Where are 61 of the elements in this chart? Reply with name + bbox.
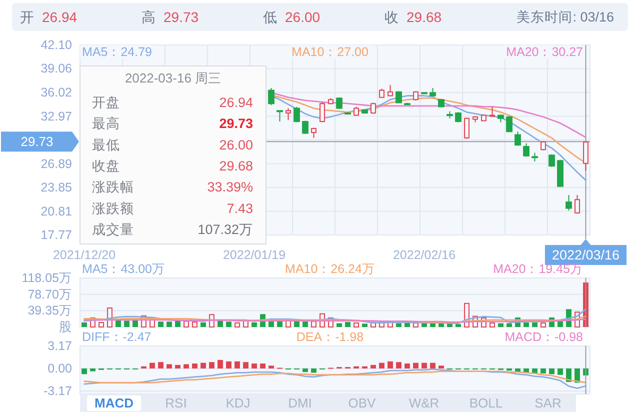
y-tick-label: 32.97 bbox=[40, 109, 72, 124]
x-tick-label: 2021/12/20 bbox=[52, 248, 116, 262]
series-label: MACD：-0.98 bbox=[504, 330, 584, 344]
annotation: 29.68 bbox=[219, 158, 253, 174]
text: 美东时间: 03/16 bbox=[516, 10, 614, 24]
y-tick-label: 股 bbox=[59, 320, 72, 334]
text: KDJ bbox=[226, 396, 250, 410]
y-tick-label: 20.81 bbox=[40, 204, 72, 218]
y-tick-label: 0.00 bbox=[48, 361, 72, 376]
annotation: 26.94 bbox=[219, 95, 254, 110]
text: MA5：43.00万 bbox=[82, 262, 165, 276]
x-tick-label: 2022/01/19 bbox=[222, 248, 286, 262]
y-tick-label: 39.06 bbox=[40, 62, 72, 76]
annotation: 开盘 bbox=[92, 95, 120, 110]
text: MA5：24.79 bbox=[82, 45, 152, 59]
text: SAR bbox=[534, 396, 562, 410]
annotation: 7.43 bbox=[226, 200, 253, 216]
text: 29.68 bbox=[406, 9, 442, 25]
x-tick-label: 2022/02/16 bbox=[392, 248, 456, 262]
y-tick-label: 23.85 bbox=[40, 180, 72, 195]
annotation: 最低 bbox=[92, 137, 120, 152]
text: OBV bbox=[348, 396, 376, 410]
text: 26.94 bbox=[42, 9, 78, 25]
text: 收 bbox=[384, 9, 398, 25]
annotation: 涨跌幅 bbox=[92, 180, 134, 195]
text: 低 bbox=[263, 9, 277, 25]
ref-line-label: 29.73 bbox=[20, 134, 54, 150]
text: 开 bbox=[20, 9, 34, 25]
annotation: 26.00 bbox=[219, 137, 253, 152]
text: RSI bbox=[165, 396, 187, 410]
text: DIFF：-2.47 bbox=[82, 330, 152, 344]
text: MA10：26.24万 bbox=[285, 262, 375, 276]
text: 29.73 bbox=[164, 9, 199, 25]
text: MACD bbox=[94, 396, 134, 410]
annotation: 33.39% bbox=[207, 180, 253, 195]
text: 高 bbox=[142, 9, 156, 25]
annotation: 107.32万 bbox=[198, 222, 253, 237]
text: DMI bbox=[288, 396, 312, 410]
annotation: 收盘 bbox=[92, 158, 120, 174]
y-tick-label: 26.89 bbox=[40, 156, 72, 171]
text: MA20：19.45万 bbox=[493, 262, 583, 276]
y-tick-label: 36.02 bbox=[40, 85, 72, 100]
annotation: 涨跌额 bbox=[92, 200, 134, 216]
annotation: 成交量 bbox=[92, 222, 134, 237]
y-tick-label: 78.70万 bbox=[28, 287, 72, 302]
text: MA20：30.27 bbox=[506, 45, 584, 59]
x-tick-label: 2022/03/16 bbox=[552, 248, 620, 262]
text: 26.00 bbox=[285, 9, 320, 25]
text: W&R bbox=[408, 396, 440, 410]
text: MA10：27.00 bbox=[292, 45, 369, 59]
y-tick-label: -3.17 bbox=[44, 384, 72, 398]
text: BOLL bbox=[469, 396, 503, 410]
y-tick-label: 42.10 bbox=[40, 38, 72, 52]
y-tick-label: 17.77 bbox=[40, 228, 72, 242]
y-tick-label: 118.05万 bbox=[22, 271, 72, 285]
text: DEA：-1.98 bbox=[296, 330, 364, 344]
y-tick-label: 39.35万 bbox=[28, 304, 72, 318]
y-tick-label: 3.17 bbox=[48, 339, 72, 353]
annotation: 29.73 bbox=[219, 116, 254, 132]
text: 2022-03-16 周三 bbox=[124, 70, 222, 86]
annotation: 最高 bbox=[92, 116, 120, 132]
